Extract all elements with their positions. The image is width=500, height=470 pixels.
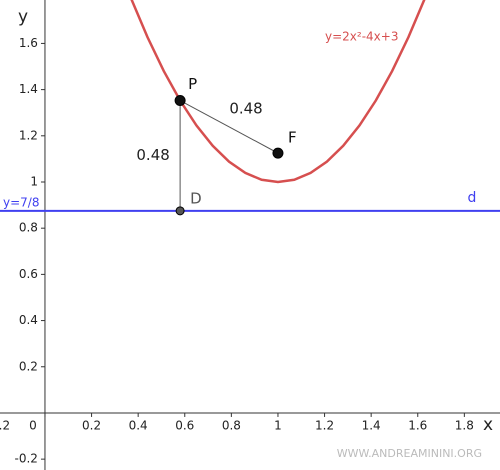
segment-label: 0.48 xyxy=(136,146,169,164)
y-tick-label: 0.8 xyxy=(19,221,38,235)
point-label: P xyxy=(188,75,197,93)
x-tick-label: 1 xyxy=(274,418,282,432)
point xyxy=(175,206,185,216)
x-tick-label: 0 xyxy=(29,418,37,432)
point xyxy=(174,95,186,107)
segment xyxy=(179,100,279,154)
y-tick-label: 1.6 xyxy=(19,36,38,50)
point-label: F xyxy=(288,129,297,147)
point-label: D xyxy=(190,189,202,207)
segment-label: 0.48 xyxy=(229,99,262,117)
y-tick-label: 1 xyxy=(30,174,38,188)
y-tick-label: 1.4 xyxy=(19,82,38,96)
parabola-label: y=2x²-4x+3 xyxy=(325,30,398,44)
y-tick-label: 0.2 xyxy=(19,359,38,373)
watermark: WWW.ANDREAMININI.ORG xyxy=(337,447,482,460)
x-tick-label: 1.6 xyxy=(408,418,427,432)
point xyxy=(272,147,284,159)
directrix-label: y=7/8 xyxy=(3,195,39,209)
y-tick-label: -0.2 xyxy=(15,452,38,466)
directrix-name: d xyxy=(468,190,477,206)
x-tick-label: 0.2 xyxy=(82,418,101,432)
x-tick-label: 0.4 xyxy=(129,418,148,432)
y-axis-label: y xyxy=(18,7,28,27)
x-axis-label: x xyxy=(483,415,493,435)
y-tick-label: 0.6 xyxy=(19,267,38,281)
x-tick-label: 1.8 xyxy=(455,418,474,432)
y-tick-label: 0.4 xyxy=(19,313,38,327)
y-tick-label: 1.2 xyxy=(19,128,38,142)
x-tick-label: 0.8 xyxy=(222,418,241,432)
x-tick-label: 1.2 xyxy=(315,418,334,432)
x-tick-label: 0.6 xyxy=(175,418,194,432)
x-tick-label: -0.2 xyxy=(0,418,10,432)
x-tick-label: 1.4 xyxy=(362,418,381,432)
